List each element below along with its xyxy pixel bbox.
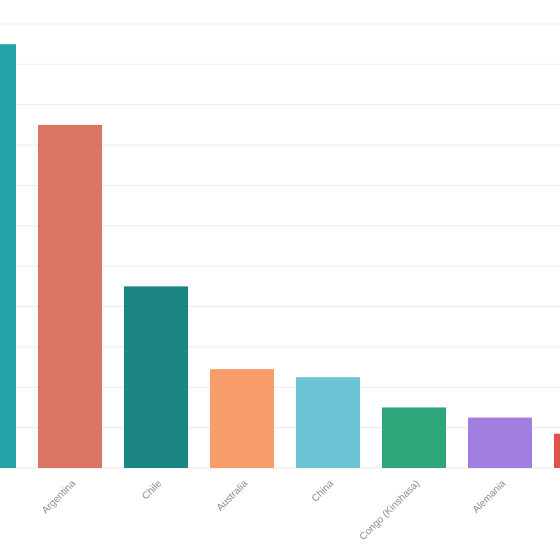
x-tick-label: Argentina	[40, 478, 78, 516]
bar[interactable]	[38, 124, 102, 468]
bar[interactable]	[0, 44, 16, 468]
bar[interactable]	[382, 407, 446, 468]
x-tick-label: Chile	[140, 478, 164, 502]
x-tick-label: Alemania	[471, 478, 509, 516]
bar[interactable]	[468, 417, 532, 468]
bar[interactable]	[210, 369, 274, 468]
x-tick-label: Australia	[215, 478, 251, 514]
x-tick-label: China	[310, 478, 337, 505]
bars	[0, 44, 560, 468]
x-tick-labels: Argentina Chile Australia China Congo (Kinsh…	[40, 478, 508, 543]
bar[interactable]	[296, 377, 360, 468]
bar[interactable]	[124, 286, 188, 468]
bar[interactable]	[554, 433, 560, 468]
x-tick-label: Congo (Kinshasa)	[358, 478, 422, 542]
